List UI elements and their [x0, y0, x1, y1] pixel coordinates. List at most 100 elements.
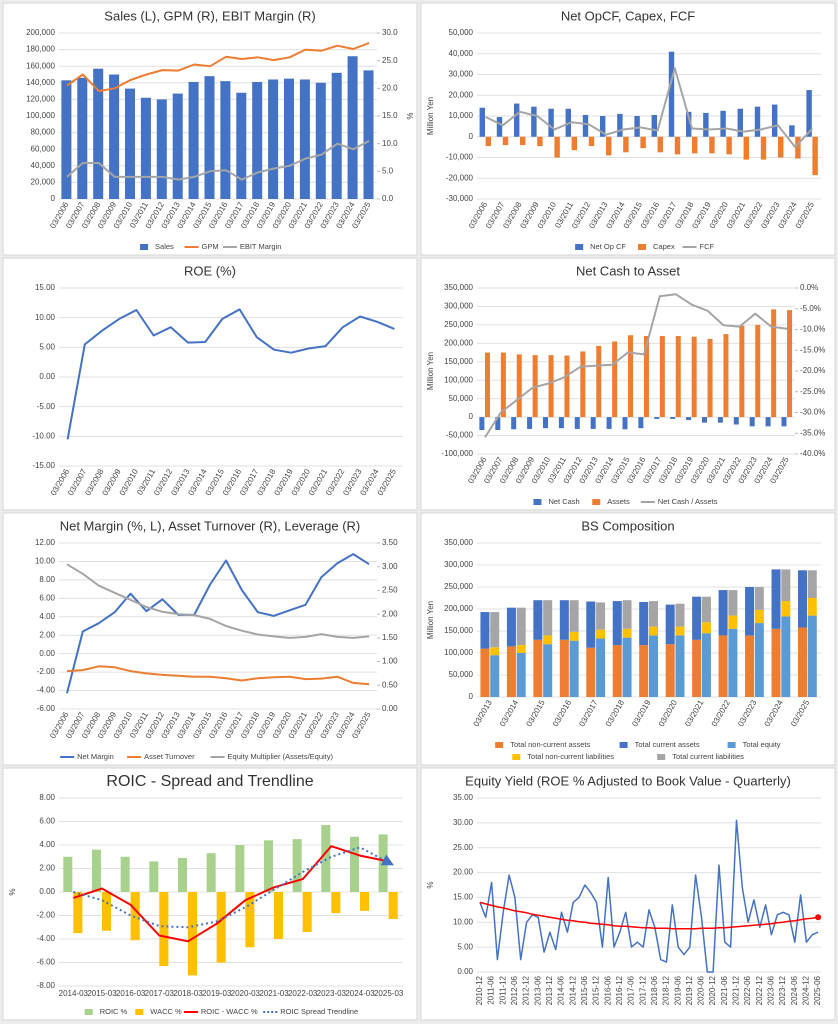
bar: [617, 113, 623, 137]
bar-segment: [797, 627, 807, 697]
bar: [245, 892, 255, 948]
x-tick-label: 2018-06: [650, 975, 659, 1005]
legend-label: Asset Turnover: [144, 752, 195, 761]
y-tick-label: -10.00: [32, 431, 55, 440]
y2-tick-label: -30.0%: [800, 408, 825, 417]
bar: [737, 108, 743, 137]
legend-swatch: [135, 1009, 144, 1015]
bar: [513, 103, 520, 137]
bar: [495, 417, 501, 431]
y2-tick-label: -10.0%: [800, 325, 825, 334]
bar-segment: [543, 644, 553, 697]
bar: [102, 892, 112, 931]
bar: [91, 849, 101, 892]
panel-background: [2, 767, 418, 1021]
bar: [321, 825, 331, 892]
bar: [675, 335, 681, 418]
bar: [331, 892, 341, 914]
x-tick-label: 2018-12: [662, 975, 671, 1005]
bar: [315, 82, 326, 199]
legend-label: Equity Multiplier (Assets/Equity): [228, 752, 334, 761]
y-tick-label: -2.00: [37, 667, 56, 676]
y2-tick-label: 5.0: [382, 166, 394, 175]
x-tick-label: 2012-12: [522, 975, 531, 1005]
bar: [500, 352, 506, 418]
bar: [707, 338, 713, 418]
legend-swatch: [495, 742, 504, 748]
bar-segment: [728, 628, 738, 697]
y-tick-label: 0: [51, 194, 56, 203]
bar: [812, 136, 818, 176]
y-tick-label: 200,000: [444, 338, 473, 347]
x-tick-label: 2014-06: [557, 975, 566, 1005]
line-series: [484, 293, 788, 438]
bar: [806, 90, 812, 137]
x-tick-label: 2015-06: [580, 975, 589, 1005]
legend-swatch: [592, 499, 601, 505]
y2-tick-label: 3.00: [382, 562, 398, 571]
chart-panel: Net OpCF, Capex, FCF -30,000 -20,000 -10,00…: [420, 2, 836, 256]
y-tick-label: 40,000: [449, 49, 474, 58]
y-tick-label: 10.00: [35, 557, 56, 566]
y2-tick-label: 20.0: [382, 83, 398, 92]
y-tick-label: 350,000: [444, 283, 473, 292]
y2-tick-label: -20.0%: [800, 366, 825, 375]
y2-tick-label: 30.0: [382, 28, 398, 37]
bar: [574, 417, 580, 429]
x-tick-label: 2016-03: [116, 989, 146, 998]
chart-panel: ROE (%) -15.00 -10.00 -5.00 0.00 5.00 10.00 15.…: [2, 257, 418, 511]
x-tick-label: 2024-12: [802, 975, 811, 1005]
legend-swatch: [727, 742, 736, 748]
bar-segment: [754, 609, 764, 624]
bar-segment: [639, 601, 649, 646]
legend-label: Total current liabilities: [672, 752, 744, 761]
y-tick-label: 10.00: [453, 917, 474, 926]
y2-tick-label: 2.50: [382, 586, 398, 595]
bar-segment: [745, 635, 755, 697]
bar: [124, 88, 136, 199]
chart-title: ROIC - Spread and Trendline: [106, 773, 313, 790]
bar-segment: [771, 569, 781, 629]
y-tick-label: 0.00: [457, 967, 473, 976]
bar-segment: [781, 616, 791, 697]
legend-label: FCF: [700, 242, 715, 251]
bar: [651, 114, 657, 137]
bar-segment: [781, 601, 791, 617]
line-series: [479, 901, 822, 930]
panel-background: [2, 512, 418, 766]
bar: [691, 336, 697, 418]
bar: [692, 136, 698, 154]
bar: [755, 324, 761, 418]
bar: [760, 136, 767, 160]
chart-panel: Net Margin (%, L), Asset Turnover (R), L…: [2, 512, 418, 766]
bar: [206, 853, 216, 892]
bar-segment: [807, 598, 817, 616]
bar: [634, 116, 640, 137]
y-tick-label: -6.00: [37, 958, 56, 967]
legend-swatch: [575, 244, 584, 250]
legend-label: ROIC Spread Trendline: [280, 1007, 358, 1016]
chart-panel: Net Cash to Asset -100,000 -50,000 0 50,000 1…: [420, 257, 836, 511]
bar-segment: [480, 612, 490, 649]
bar: [778, 136, 784, 158]
bar: [527, 417, 533, 429]
y-tick-label: -20,000: [446, 173, 474, 182]
bar: [299, 79, 310, 199]
y2-tick-label: 3.50: [382, 538, 398, 547]
bar: [93, 68, 104, 199]
legend-label: Total non-current liabilities: [527, 752, 614, 761]
x-tick-label: 2021-12: [732, 975, 741, 1005]
bar: [765, 417, 771, 427]
y2-tick-label: -35.0%: [800, 428, 825, 437]
bar: [252, 81, 263, 199]
bar: [795, 136, 801, 159]
bar: [674, 136, 681, 155]
legend-label: GPM: [202, 242, 219, 251]
bar: [717, 417, 723, 423]
bar: [771, 309, 777, 418]
bar: [520, 136, 526, 146]
bar: [787, 310, 793, 418]
bar: [580, 351, 586, 418]
bar-segment: [622, 637, 632, 697]
bar-segment: [771, 628, 781, 697]
